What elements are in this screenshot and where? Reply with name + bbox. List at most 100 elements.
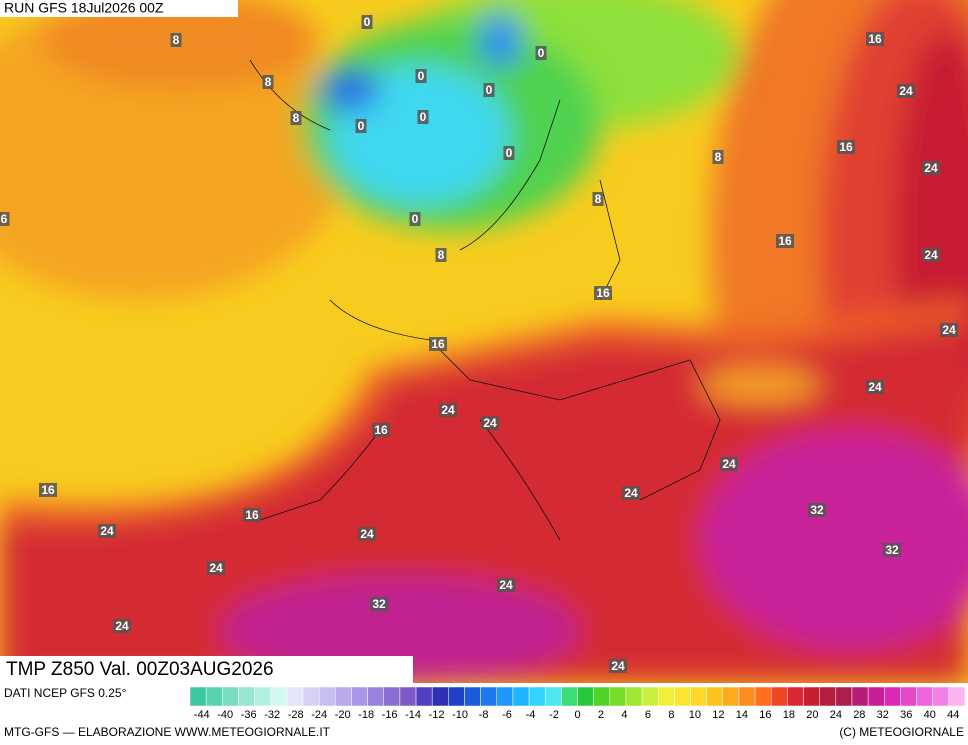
colorbar-label: 6 (645, 709, 651, 721)
colorbar-swatch (318, 686, 336, 707)
contour-label-box (409, 212, 421, 226)
contour-label: 24 (611, 659, 625, 673)
contour-label: 8 (438, 248, 445, 262)
contour-label: 24 (441, 403, 455, 417)
colorbar-label: 10 (689, 709, 701, 721)
colorbar-label: -36 (241, 709, 257, 721)
colorbar-swatch (593, 686, 611, 707)
colorbar-swatch (884, 686, 901, 707)
contour-label-box (535, 46, 547, 60)
colorbar-label: 28 (853, 709, 865, 721)
contour-label: 0 (412, 212, 419, 226)
contour-label: 8 (293, 111, 300, 125)
colorbar-label: -20 (335, 709, 351, 721)
source-label: DATI NCEP GFS 0.25° (4, 686, 127, 700)
contour-label-box (355, 119, 367, 133)
colorbar-swatch (238, 686, 255, 707)
colorbar-swatch (254, 686, 271, 707)
colorbar-swatch (803, 686, 820, 707)
colorbar-swatch (771, 686, 788, 707)
contour-label-box (290, 111, 302, 125)
colorbar: -44 -40 -36 -32 -28 -24 -20 -18 -16 -14 -12 -10 -8 -6… (189, 686, 966, 721)
contour-label: 0 (358, 119, 365, 133)
colorbar-swatch (383, 686, 401, 707)
colorbar-swatch (916, 686, 933, 707)
contour-label: 16 (41, 483, 55, 497)
header-box (0, 0, 238, 17)
colorbar-label: 2 (598, 709, 604, 721)
contour-label: 16 (431, 337, 445, 351)
contour-label-box (776, 234, 794, 248)
colorbar-swatch (222, 686, 239, 707)
colorbar-swatch (754, 686, 772, 707)
colorbar-swatch (674, 686, 691, 707)
colorbar-swatch (448, 686, 465, 707)
colorbar-swatch (819, 686, 837, 707)
contour-label-box (594, 286, 612, 300)
colorbar-label: 44 (947, 709, 959, 721)
colorbar-swatch (609, 686, 627, 707)
contour-label: 0 (420, 110, 427, 124)
colorbar-swatch (948, 686, 966, 707)
colorbar-swatch (544, 686, 562, 707)
colorbar-swatch (415, 686, 433, 707)
contour-label: 16 (596, 286, 610, 300)
colorbar-swatch (496, 686, 514, 707)
contour-label-box (370, 597, 388, 611)
contour-label-box (39, 483, 57, 497)
colorbar-label: 8 (668, 709, 674, 721)
contour-label: 32 (885, 543, 899, 557)
colorbar-swatch (625, 686, 643, 707)
colorbar-swatch (851, 686, 869, 707)
contour-label: 24 (722, 457, 736, 471)
colorbar-label: -18 (358, 709, 374, 721)
colorbar-label: 32 (877, 709, 889, 721)
contour-label: 24 (868, 380, 882, 394)
contour-label-box (720, 457, 738, 471)
colorbar-swatch (431, 686, 449, 707)
colorbar-swatch (286, 686, 304, 707)
colorbar-swatch (787, 686, 804, 707)
contour-label-box (897, 84, 915, 98)
contour-label-box (503, 146, 515, 160)
colorbar-swatch (932, 686, 950, 707)
colorbar-label: -40 (217, 709, 233, 721)
colorbar-label: 24 (830, 709, 842, 721)
colorbar-label: -12 (429, 709, 445, 721)
contour-label-box (358, 527, 376, 541)
contour-label-box (170, 33, 182, 47)
colorbar-swatch (641, 686, 659, 707)
colorbar-swatch (657, 686, 675, 707)
colorbar-swatch (270, 686, 288, 707)
contour-label: 24 (499, 578, 513, 592)
colorbar-label: -24 (311, 709, 327, 721)
contour-label-box (262, 75, 274, 89)
contour-label: 0 (538, 46, 545, 60)
contour-label-box (207, 561, 225, 575)
contour-label-box (883, 543, 901, 557)
contour-label-box (435, 248, 447, 262)
copyright-label: (C) METEOGIORNALE (839, 725, 964, 739)
contour-label: 24 (899, 84, 913, 98)
colorbar-swatch (577, 686, 594, 707)
colorbar-label: 12 (712, 709, 724, 721)
contour-labels: 0 8 0 16 8 0 0 24 8 0 0 16 0 8 24 8 6 0 16 24 8 16 24 16 24 24 24 1… (0, 15, 958, 673)
contour-label: 24 (924, 161, 938, 175)
contour-label: 0 (506, 146, 513, 160)
contour-label-box (98, 524, 116, 538)
contour-label-box (609, 659, 627, 673)
contour-label: 8 (265, 75, 272, 89)
colorbar-label: -8 (479, 709, 489, 721)
contour-label: 16 (868, 32, 882, 46)
contour-label-box (0, 212, 10, 226)
contour-label-box (940, 323, 958, 337)
colorbar-swatch (690, 686, 707, 707)
colorbar-label: -2 (549, 709, 559, 721)
contour-label-box (922, 248, 940, 262)
contour-label-box (837, 140, 855, 154)
colorbar-swatch (561, 686, 578, 707)
contour-label: 16 (778, 234, 792, 248)
colorbar-swatch (528, 686, 546, 707)
colorbar-swatch (900, 686, 917, 707)
